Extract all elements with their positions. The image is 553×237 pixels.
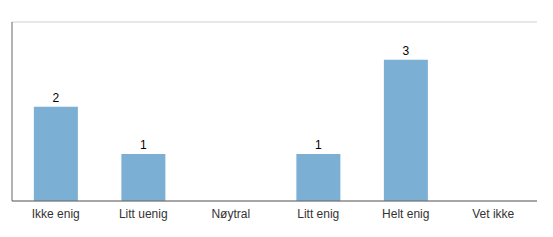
svg-text:Ikke enig: Ikke enig (32, 207, 80, 221)
svg-text:Vet ikke: Vet ikke (472, 207, 514, 221)
svg-text:3: 3 (403, 44, 410, 58)
svg-text:Helt enig: Helt enig (382, 207, 429, 221)
svg-text:1: 1 (140, 138, 147, 152)
svg-text:Nøytral: Nøytral (211, 207, 250, 221)
svg-text:Litt uenig: Litt uenig (119, 207, 168, 221)
svg-text:1: 1 (315, 138, 322, 152)
svg-text:Litt enig: Litt enig (297, 207, 339, 221)
svg-text:2: 2 (53, 91, 60, 105)
